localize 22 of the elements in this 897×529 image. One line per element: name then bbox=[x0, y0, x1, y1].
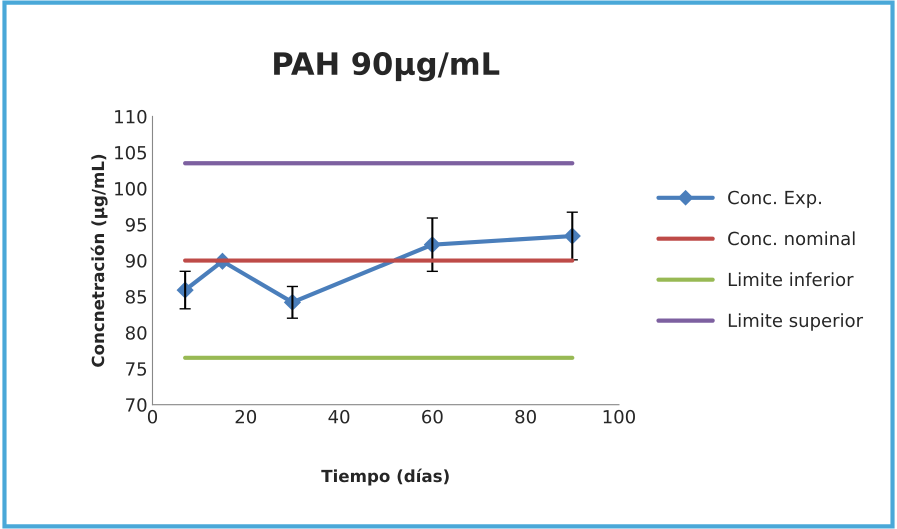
x-tick-label: 0 bbox=[148, 410, 158, 424]
legend-label: Conc. nominal bbox=[728, 231, 855, 246]
x-tick-label: 40 bbox=[328, 410, 350, 424]
y-tick-label: 110 bbox=[115, 110, 146, 124]
x-tick-label: 20 bbox=[236, 410, 256, 424]
y-tick-label: 70 bbox=[126, 398, 146, 412]
y-tick-label: 100 bbox=[115, 182, 146, 196]
y-tick-label: 80 bbox=[126, 326, 146, 340]
x-tick-label: 60 bbox=[422, 410, 443, 424]
y-tick-label: 85 bbox=[126, 290, 146, 304]
y-tick-label: 90 bbox=[126, 254, 146, 268]
y-tick-label: 95 bbox=[126, 218, 146, 232]
y-tick-label: 105 bbox=[115, 146, 146, 160]
legend-label: Limite superior bbox=[728, 313, 864, 331]
x-tick-label: 100 bbox=[604, 410, 635, 424]
chart-title: PAH 90µg/mL bbox=[274, 52, 500, 82]
x-tick-label: 80 bbox=[515, 410, 536, 424]
x-axis-title: Tiempo (días) bbox=[321, 468, 449, 486]
legend-label: Conc. Exp. bbox=[728, 190, 821, 208]
y-tick-label: 75 bbox=[126, 362, 146, 376]
y-axis-title: Concnetración (µg/mL) bbox=[90, 154, 108, 367]
legend-label: Limite inferior bbox=[728, 272, 854, 286]
